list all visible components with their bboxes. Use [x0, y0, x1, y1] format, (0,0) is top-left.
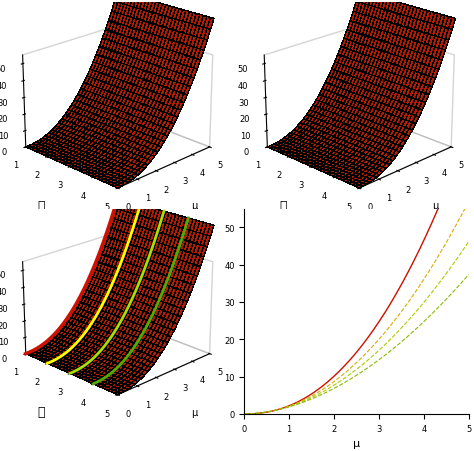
Y-axis label: ℩: ℩ — [38, 405, 46, 419]
Y-axis label: ℩: ℩ — [279, 199, 287, 212]
X-axis label: μ: μ — [353, 438, 360, 448]
X-axis label: μ: μ — [191, 407, 197, 417]
Y-axis label: ℩: ℩ — [38, 199, 46, 212]
X-axis label: μ: μ — [191, 201, 197, 211]
X-axis label: μ: μ — [432, 201, 438, 211]
